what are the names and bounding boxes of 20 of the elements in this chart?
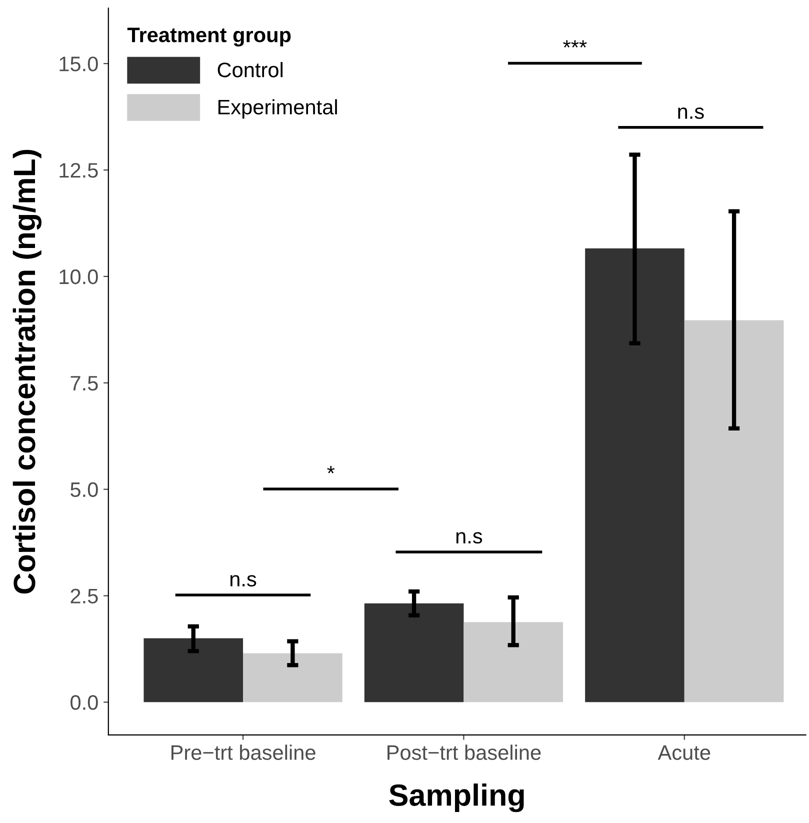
y-tick-label: 10.0 bbox=[60, 269, 98, 284]
annotation: n.s bbox=[230, 575, 256, 586]
y-tick-label: 5.0 bbox=[70, 482, 98, 498]
y-axis-title: Cortisol concentration (ng/mL) bbox=[12, 150, 42, 594]
annotation: n.s bbox=[456, 532, 482, 544]
y-tick-label: 7.5 bbox=[70, 376, 98, 391]
legend-label: Experimental bbox=[218, 99, 337, 119]
legend-title: Treatment group bbox=[127, 28, 291, 46]
y-tick-label: 12.5 bbox=[60, 163, 98, 178]
y-tick-label: 15.0 bbox=[60, 56, 98, 72]
annotation: *** bbox=[563, 40, 587, 48]
annotation: n.s bbox=[678, 108, 704, 119]
legend-label: Control bbox=[218, 62, 283, 78]
x-tick-label: Acute bbox=[658, 745, 710, 760]
annotation: * bbox=[327, 466, 335, 474]
y-tick-label: 2.5 bbox=[70, 588, 98, 604]
y-tick-label: 0.0 bbox=[70, 695, 98, 710]
x-tick-label: Post−trt baseline bbox=[388, 744, 541, 760]
x-tick-label: Pre−trt baseline bbox=[171, 744, 316, 760]
x-axis-title: Sampling bbox=[389, 784, 524, 812]
